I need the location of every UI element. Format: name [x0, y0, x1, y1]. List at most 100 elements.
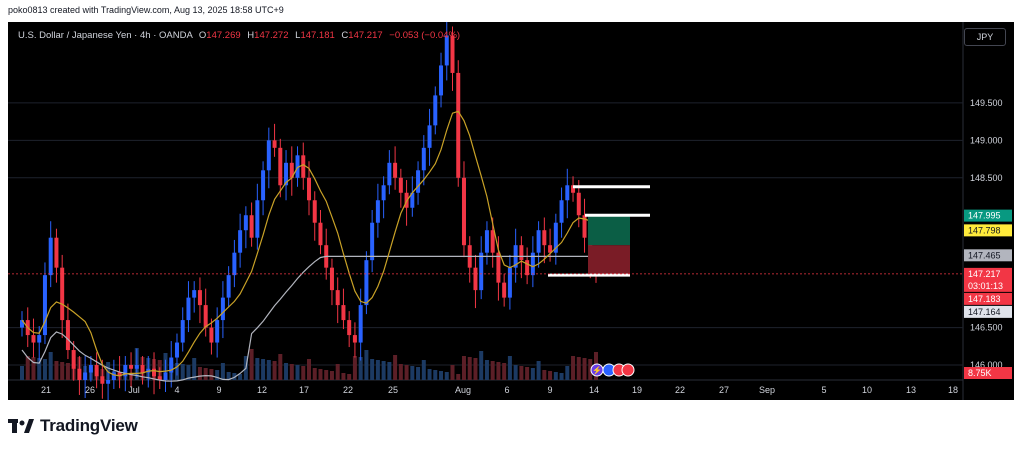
candle-body — [48, 237, 53, 276]
candle-body — [60, 267, 65, 321]
candle-body — [461, 177, 466, 246]
candle-body — [398, 177, 403, 193]
level-lines[interactable] — [548, 185, 650, 277]
candle-body — [576, 192, 581, 216]
volume-bar — [312, 368, 317, 380]
candle-body — [20, 320, 24, 328]
candle-body — [100, 376, 105, 384]
volume-bar — [284, 363, 289, 380]
candle-body — [329, 267, 334, 291]
volume-bar — [232, 373, 237, 380]
candle-body — [301, 155, 306, 178]
low-value: 147.181 — [300, 30, 335, 41]
change-value: −0.053 (−0.04%) — [389, 30, 461, 41]
volume-bar — [289, 364, 294, 380]
volume-bar — [60, 362, 65, 380]
candle-body — [186, 297, 191, 321]
profit-zone — [588, 215, 630, 246]
x-tick-label: 19 — [632, 385, 642, 395]
candle-body — [134, 365, 139, 369]
volume-bar — [536, 361, 541, 380]
price-label-bg — [964, 209, 1012, 222]
candle-body — [484, 230, 489, 253]
volume-bar — [266, 360, 271, 380]
candle-body — [140, 365, 145, 373]
candle-body — [341, 305, 346, 321]
candle-body — [71, 350, 76, 369]
candle-body — [307, 177, 311, 201]
volume-bar — [249, 349, 254, 380]
volume-bar — [54, 361, 59, 380]
candle-body — [450, 35, 455, 73]
volume-bar — [180, 364, 185, 380]
event-icons[interactable]: ⚡ — [590, 363, 635, 377]
volume-bar — [318, 369, 323, 380]
candle-body — [370, 222, 375, 261]
candle-body — [174, 342, 179, 358]
candle-body — [421, 147, 426, 171]
candle-body — [375, 200, 380, 223]
volume-bar — [416, 367, 421, 380]
candle-body — [284, 162, 289, 186]
candle-body — [31, 335, 36, 343]
event-icon[interactable] — [621, 363, 635, 377]
candle-body — [163, 372, 168, 380]
volume-bar — [42, 359, 47, 380]
y-tick-label: 148.500 — [970, 173, 1003, 183]
price-label: 147.217 — [968, 269, 1001, 279]
tradingview-logo: TradingView — [8, 416, 138, 436]
y-tick-label: 149.000 — [970, 135, 1003, 145]
candle-body — [571, 185, 576, 193]
candle-body — [347, 320, 352, 336]
candle-body — [416, 170, 421, 193]
currency-button[interactable]: JPY — [964, 28, 1006, 46]
volume-bar — [502, 363, 507, 380]
volume-bar — [576, 357, 581, 380]
candle-body — [479, 252, 484, 291]
x-tick-label: 9 — [216, 385, 221, 395]
candle-body — [553, 222, 558, 253]
candle-body — [502, 282, 507, 298]
candle-body — [473, 267, 478, 291]
volume-bar — [65, 363, 70, 380]
candle-body — [232, 252, 237, 276]
volume-bar — [507, 356, 512, 380]
volume-bar — [456, 374, 461, 380]
volume-bar — [439, 371, 444, 380]
candle-body — [525, 260, 530, 276]
volume-bar — [186, 365, 191, 380]
volume-bar — [375, 360, 380, 380]
candle-body — [439, 65, 444, 96]
volume-bar — [209, 369, 214, 380]
volume-bar — [387, 362, 392, 380]
x-tick-label: 26 — [85, 385, 95, 395]
high-label: H — [247, 30, 255, 41]
chart-canvas[interactable]: 149.500 149.000 148.500 146.500 146.000 21 26… — [8, 22, 1014, 400]
candle-body — [318, 222, 323, 246]
candles — [20, 22, 598, 400]
volume-bar — [272, 361, 277, 380]
volume-bar — [255, 358, 260, 380]
price-label: 147.798 — [968, 225, 1001, 235]
volume-bar — [582, 358, 587, 380]
volume-bar — [479, 351, 484, 380]
candle-body — [335, 290, 340, 306]
x-tick-label: Aug — [455, 385, 471, 395]
volume-bar — [48, 352, 53, 380]
high-value: 147.272 — [254, 30, 289, 41]
candle-body — [433, 95, 438, 126]
candle-body — [169, 357, 174, 373]
candle-body — [261, 170, 266, 201]
x-tick-label: 22 — [675, 385, 685, 395]
chart-frame[interactable]: 149.500 149.000 148.500 146.500 146.000 21 26… — [8, 22, 1014, 400]
long-position-tool[interactable] — [588, 215, 630, 276]
x-tick-label: Sep — [759, 385, 775, 395]
volume-bar — [20, 366, 24, 380]
x-tick-label: 25 — [388, 385, 398, 395]
candle-body — [582, 215, 587, 238]
candle-body — [203, 305, 208, 328]
price-label: 147.995 — [968, 211, 1001, 221]
candle-body — [94, 365, 99, 377]
volume-bar — [25, 356, 30, 380]
volume-bar — [393, 355, 398, 380]
